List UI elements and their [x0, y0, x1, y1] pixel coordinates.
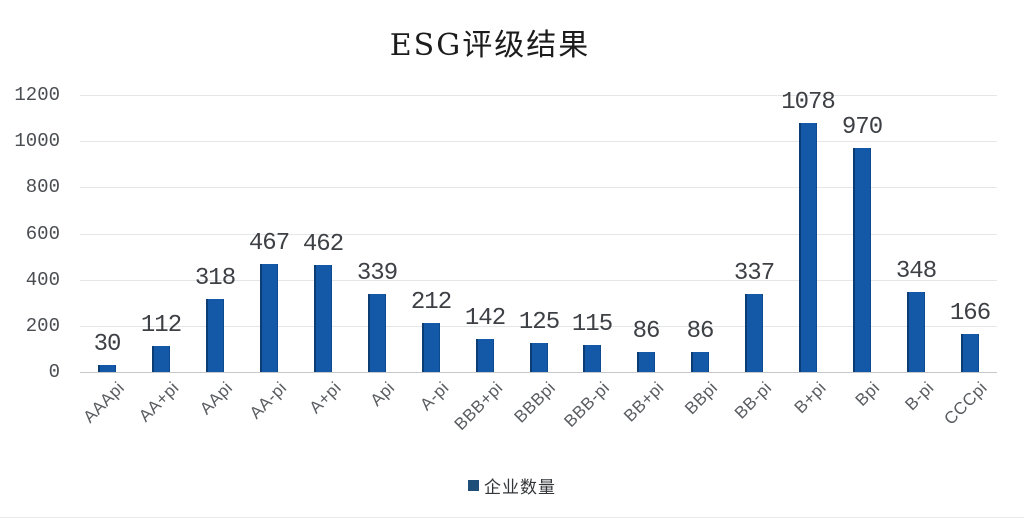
bar-AA-pi: [260, 264, 278, 372]
x-tick-label: BBBpi: [510, 378, 560, 427]
gridline: [80, 141, 997, 142]
y-tick-label: 200: [25, 315, 60, 337]
bar-BB-pi: [745, 294, 763, 372]
x-tick-label: AApi: [196, 378, 237, 419]
bar-B-pi: [907, 292, 925, 372]
bar-value-label: 339: [356, 260, 398, 287]
bar-Api: [368, 294, 386, 372]
bar-AApi: [206, 299, 224, 372]
y-tick-label: 1000: [14, 130, 60, 152]
gridline: [80, 326, 997, 327]
bar-BB+pi: [637, 352, 655, 372]
y-tick-label: 600: [25, 223, 60, 245]
legend-label: 企业数量: [484, 478, 556, 497]
bar-value-label: 212: [410, 289, 452, 316]
bar-A+pi: [314, 265, 332, 372]
x-tick-label: Api: [366, 378, 399, 410]
y-tick-label: 1200: [14, 84, 60, 106]
y-tick-label: 800: [25, 176, 60, 198]
x-tick-label: AA+pi: [134, 378, 183, 426]
bar-value-label: 142: [464, 305, 506, 332]
bar-value-label: 86: [686, 318, 715, 345]
x-tick-label: CCCpi: [940, 378, 992, 429]
x-tick-label: B+pi: [790, 378, 830, 418]
bar-value-label: 166: [949, 300, 991, 327]
bar-BBBpi: [530, 343, 548, 372]
bar-value-label: 970: [841, 114, 883, 141]
bar-AAApi: [98, 365, 116, 372]
bar-value-label: 115: [571, 311, 613, 338]
plot-area: 30 AAApi 112 AA+pi 318 AApi 467 AA-pi 462 A+pi 339…: [80, 90, 997, 434]
x-tick-label: A+pi: [305, 378, 345, 418]
bar-BBB+pi: [476, 339, 494, 372]
y-tick-label: 400: [25, 269, 60, 291]
x-tick-label: Bpi: [851, 378, 884, 410]
x-tick-label: BBpi: [681, 378, 722, 419]
bar-B+pi: [799, 123, 817, 372]
gridline: [80, 187, 997, 188]
legend-swatch-icon: [468, 480, 479, 491]
bar-value-label: 337: [733, 260, 775, 287]
legend: 企业数量: [0, 473, 1024, 498]
x-tick-label: BB-pi: [730, 378, 776, 423]
bar-BBpi: [691, 352, 709, 372]
bottom-edge-line: [0, 517, 1024, 518]
y-axis: 0 200 400 600 800 1000 1200: [0, 84, 64, 383]
bar-A-pi: [422, 323, 440, 372]
chart-title: ESG评级结果: [389, 28, 591, 63]
x-tick-label: BB+pi: [619, 378, 668, 426]
bar-value-label: 318: [194, 265, 236, 292]
bar-value-label: 467: [248, 230, 290, 257]
gridline: [80, 234, 997, 235]
gridline: [80, 372, 997, 373]
x-tick-label: AA-pi: [245, 378, 291, 423]
bar-value-label: 1078: [781, 89, 836, 116]
x-tick-label: AAApi: [79, 378, 129, 427]
x-tick-label: BBB+pi: [450, 378, 507, 434]
bar-value-label: 30: [93, 331, 122, 358]
gridline: [80, 280, 997, 281]
bar-AA+pi: [152, 346, 170, 372]
bar-value-label: 112: [140, 312, 182, 339]
bar-value-label: 462: [302, 231, 344, 258]
x-tick-label: A-pi: [416, 378, 453, 415]
y-tick-label: 0: [48, 361, 60, 383]
bar-value-label: 348: [895, 258, 937, 285]
gridline: [80, 95, 997, 96]
bar-value-label: 86: [632, 318, 661, 345]
x-tick-label: BBB-pi: [560, 378, 614, 431]
x-tick-label: B-pi: [901, 378, 938, 415]
bar-CCCpi: [961, 334, 979, 372]
bar-BBB-pi: [583, 345, 601, 372]
bar-Bpi: [853, 148, 871, 372]
bar-value-label: 125: [518, 309, 560, 336]
